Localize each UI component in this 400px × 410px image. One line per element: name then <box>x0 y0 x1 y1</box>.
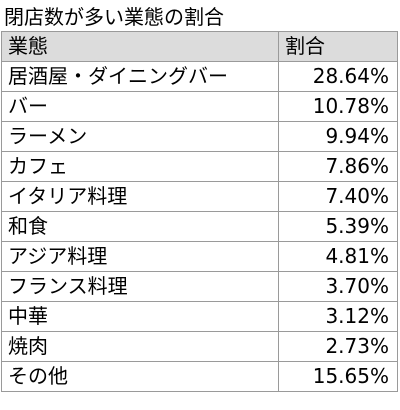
share-cell: 3.70% <box>278 271 398 302</box>
category-cell: イタリア料理 <box>1 181 279 212</box>
category-cell: フランス料理 <box>1 271 279 302</box>
header-row: 業態 割合 <box>1 31 398 62</box>
share-cell: 4.81% <box>278 241 398 272</box>
column-header-category: 業態 <box>1 31 279 62</box>
share-cell: 5.39% <box>278 211 398 242</box>
table-row: アジア料理 4.81% <box>1 241 398 272</box>
category-cell: 焼肉 <box>1 331 279 362</box>
category-cell: バー <box>1 91 279 122</box>
table-row: 焼肉 2.73% <box>1 331 398 362</box>
table-row: 和食 5.39% <box>1 211 398 242</box>
table-row: その他 15.65% <box>1 361 398 392</box>
page-title: 閉店数が多い業態の割合 <box>4 5 224 29</box>
table-row: ラーメン 9.94% <box>1 121 398 152</box>
share-cell: 15.65% <box>278 361 398 392</box>
share-cell: 3.12% <box>278 301 398 332</box>
category-cell: その他 <box>1 361 279 392</box>
share-cell: 10.78% <box>278 91 398 122</box>
data-table: 業態 割合 居酒屋・ダイニングバー 28.64% バー 10.78% ラーメン … <box>1 31 398 392</box>
table-row: バー 10.78% <box>1 91 398 122</box>
table-row: カフェ 7.86% <box>1 151 398 182</box>
share-cell: 7.86% <box>278 151 398 182</box>
table-header: 業態 割合 <box>1 31 398 62</box>
share-cell: 2.73% <box>278 331 398 362</box>
share-cell: 9.94% <box>278 121 398 152</box>
category-cell: 居酒屋・ダイニングバー <box>1 61 279 92</box>
category-cell: 和食 <box>1 211 279 242</box>
category-cell: 中華 <box>1 301 279 332</box>
category-cell: アジア料理 <box>1 241 279 272</box>
category-cell: ラーメン <box>1 121 279 152</box>
table-row: 居酒屋・ダイニングバー 28.64% <box>1 61 398 92</box>
share-cell: 7.40% <box>278 181 398 212</box>
table-row: イタリア料理 7.40% <box>1 181 398 212</box>
category-cell: カフェ <box>1 151 279 182</box>
column-header-share: 割合 <box>278 31 398 62</box>
share-cell: 28.64% <box>278 61 398 92</box>
table-row: 中華 3.12% <box>1 301 398 332</box>
table-body: 居酒屋・ダイニングバー 28.64% バー 10.78% ラーメン 9.94% … <box>1 61 398 392</box>
table-row: フランス料理 3.70% <box>1 271 398 302</box>
